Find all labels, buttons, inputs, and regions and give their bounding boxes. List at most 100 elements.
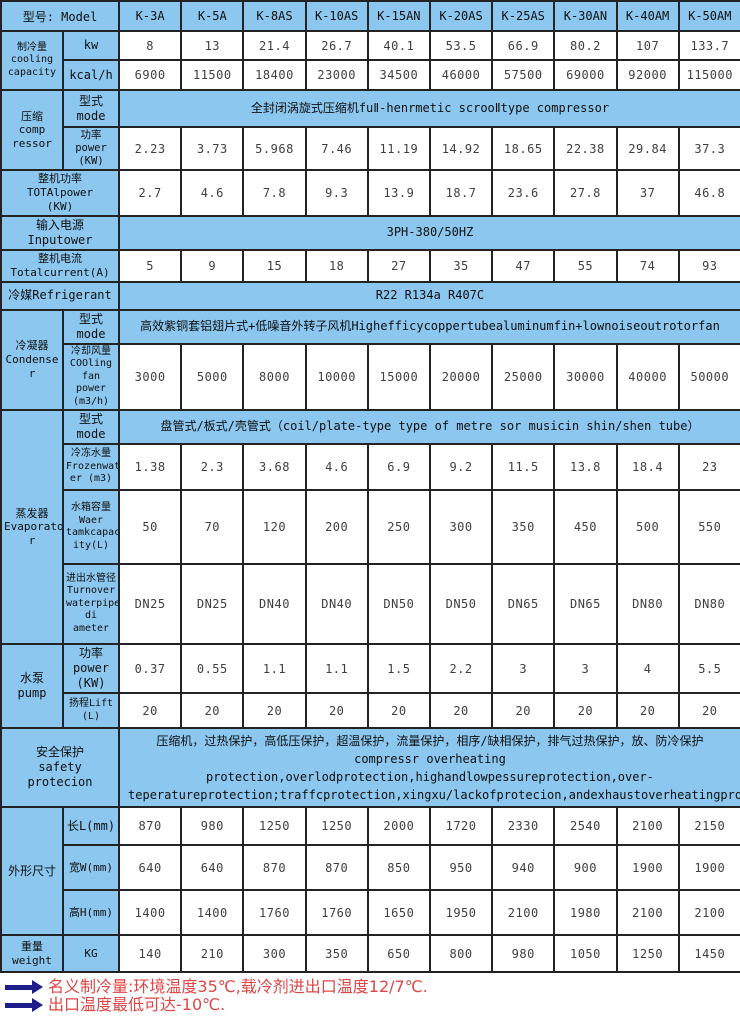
row-label: 制冷量 cooling capacity [0,30,64,91]
spec-table: 型号: Model K-3A K-5A K-8AS K-10AS K-15AN K-20A… [0,0,740,974]
spec-value-cell: 8 [118,30,183,61]
spec-value-cell: 140 [118,934,183,974]
spec-value-cell: 3000 [118,342,183,412]
spec-value-cell: 26.7 [304,30,369,61]
spec-row-compressor-power: 功率 power (KW) 2.23 3.73 5.968 7.46 11.19 14.92… [1,125,740,172]
row-label: 冷媒Refrigerant [0,280,121,311]
spec-value-cell: 69000 [553,59,618,91]
spec-value-cell: 1250 [242,806,307,847]
spec-value-cell: 1250 [615,934,680,974]
row-label: 型式mode [61,89,121,128]
spec-value-cell: 1720 [428,806,494,847]
spec-value-cell: 1.38 [118,443,183,492]
spec-value-cell: 870 [304,844,369,892]
spec-span-value: 全封闭涡旋式压缩机fuⅡ-henrmetic scrooⅡtype compre… [118,89,740,128]
spec-value-cell: 2.23 [118,125,183,172]
arrow-icon [5,998,43,1013]
spec-value-cell: 20 [677,692,740,730]
spec-value-cell: 7.46 [304,125,369,172]
spec-value-cell: 21.4 [242,30,307,61]
spec-value-cell: DN50 [366,563,431,646]
spec-value-cell: 1400 [180,889,245,937]
spec-value-cell: 2000 [366,806,431,847]
spec-value-cell: 34500 [366,59,431,91]
spec-value-cell: 0.55 [180,643,245,695]
spec-row-cooling-kw: 制冷量 cooling capacity kw 8 13 21.4 26.7 40.1 53.… [0,30,740,91]
model-column-header: K-25AS [491,0,556,32]
spec-row-condenser-fan: 冷却风量 COOling fan power (m3/h) 3000 5000 800… [1,342,740,412]
spec-value-cell: 13.8 [553,443,618,492]
model-column-header: K-3A [118,0,183,32]
spec-value-cell: 4.6 [180,169,245,217]
spec-value-cell: 640 [118,844,183,892]
spec-row-total-power: 整机功率 TOTAlpower (KW) 2.7 4.6 7.8 9.3 13.9 18.7… [0,169,740,217]
spec-value-cell: 20 [304,692,369,730]
row-label: 型式mode [61,308,121,345]
spec-value-cell: DN80 [615,563,680,646]
note-line-1: 名义制冷量:环境温度35℃,载冷剂进出口温度12/7℃. [5,978,740,996]
spec-row-compressor-mode: 压缩 comp ressor 型式mode 全封闭涡旋式压缩机fuⅡ-henrmet… [0,88,740,172]
spec-value-cell: 1050 [553,934,618,974]
spec-value-cell: 80.2 [553,30,618,61]
row-label: 冷凝器 Condense r [0,308,64,412]
spec-value-cell: 940 [491,844,556,892]
spec-value-cell: 46.8 [677,169,740,217]
spec-span-value: R22 R134a R407C [118,280,740,311]
spec-value-cell: 47 [491,248,556,283]
row-label: 宽W(mm) [61,844,121,892]
spec-value-cell: 5000 [180,342,245,412]
model-column-header: K-30AN [553,0,618,32]
spec-value-cell: 3.73 [180,125,245,172]
note-text: 名义制冷量:环境温度35℃,载冷剂进出口温度12/7℃. [48,977,428,997]
spec-value-cell: 46000 [428,59,494,91]
spec-value-cell: 4 [615,643,680,695]
model-header-row: 型号: Model K-3A K-5A K-8AS K-10AS K-15AN K-20A… [0,0,740,32]
spec-value-cell: 18.65 [491,125,556,172]
model-column-header: K-20AS [428,0,494,32]
row-label: 冷冻水量 Frozenwat er (m3) [61,443,121,492]
spec-value-cell: 107 [615,30,680,61]
spec-row-frozen-water: 冷冻水量 Frozenwat er (m3) 1.38 2.3 3.68 4.6 6.9 9… [1,443,740,492]
model-column-header: K-40AM [615,0,680,32]
spec-row-evaporator-mode: 蒸发器 Evaporato r 型式mode 盘管式/板式/壳管式（coil/pla… [0,409,740,646]
spec-row-pump-lift: 扬程Lift (L) 20 20 20 20 20 20 20 20 20 20 [1,692,740,730]
note-text: 出口温度最低可达-10℃. [48,995,226,1015]
model-column-header: K-10AS [304,0,369,32]
model-column-header: K-5A [180,0,245,32]
spec-value-cell: 11500 [180,59,245,91]
spec-value-cell: 13.9 [366,169,431,217]
spec-value-cell: 133.7 [677,30,740,61]
spec-value-cell: 870 [118,806,183,847]
notes: 名义制冷量:环境温度35℃,载冷剂进出口温度12/7℃. 出口温度最低可达-10… [0,973,740,1016]
row-label: 冷却风量 COOling fan power (m3/h) [61,342,121,412]
spec-row-safety: 安全保护 safety protecion 压缩机，过热保护，高低压保护，超温保护… [0,727,740,809]
spec-value-cell: 9.3 [304,169,369,217]
spec-span-value: 压缩机，过热保护，高低压保护，超温保护，流量保护，相序/缺相保护，排气过热保护，… [118,727,740,809]
spec-value-cell: 10000 [304,342,369,412]
spec-value-cell: 1400 [118,889,183,937]
row-label: 整机电流 Totalcurrent(A) [0,248,121,283]
spec-value-cell: 15 [242,248,307,283]
spec-row-weight: 重量 weight KG 140 210 300 350 650 800 980 1050 1250… [0,934,740,974]
spec-value-cell: 1.1 [242,643,307,695]
row-label: 功率power (KW) [61,643,121,695]
spec-value-cell: 18.4 [615,443,680,492]
spec-value-cell: 5.5 [677,643,740,695]
spec-value-cell: 2100 [491,889,556,937]
spec-value-cell: 1900 [615,844,680,892]
row-label: 外形尺寸 [0,806,64,937]
spec-span-value: 盘管式/板式/壳管式（coil/plate-type type of metre… [118,409,740,446]
spec-value-cell: 40.1 [366,30,431,61]
spec-value-cell: 66.9 [491,30,556,61]
spec-row-refrigerant: 冷媒Refrigerant R22 R134a R407C [0,280,740,311]
spec-span-value: 3PH-380/50HZ [118,214,740,251]
spec-value-cell: 27 [366,248,431,283]
spec-value-cell: 1.1 [304,643,369,695]
spec-value-cell: 40000 [615,342,680,412]
spec-value-cell: 350 [491,489,556,566]
spec-value-cell: 1900 [677,844,740,892]
spec-value-cell: 200 [304,489,369,566]
spec-value-cell: DN65 [553,563,618,646]
spec-value-cell: DN40 [304,563,369,646]
arrow-icon [5,980,43,995]
